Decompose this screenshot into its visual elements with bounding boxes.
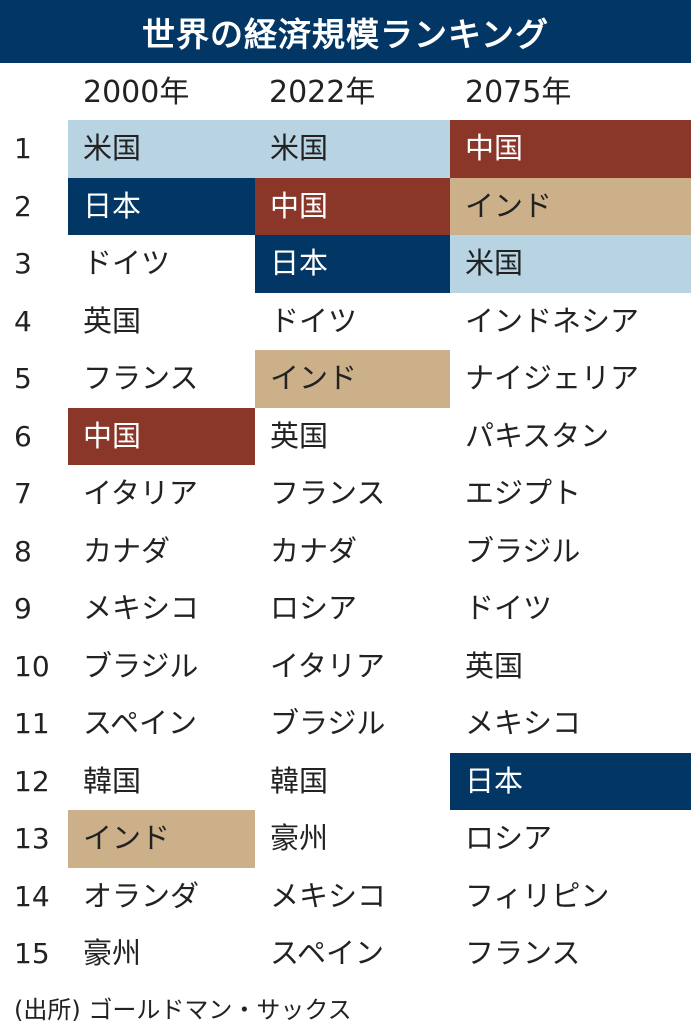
rank-number: 13 [14,822,50,855]
country-cell: カナダ [83,533,171,568]
country-cell: 日本 [450,752,691,810]
rank-number: 5 [14,362,32,395]
country-cell: フランス [270,476,386,510]
country-cell: フランス [465,936,581,970]
rank-number: 8 [14,534,32,568]
country-cell: 米国 [68,120,255,178]
country-cell: インドネシア [465,303,640,338]
country-cell: 韓国 [270,763,329,798]
country-cell: パキスタン [465,418,610,453]
table-row: 13 インド 豪州 ロシア [0,810,691,868]
table-row: 7 イタリア フランス エジプト [0,465,691,523]
country-cell: 中国 [255,177,450,235]
rank-number: 3 [14,247,32,280]
table-row: 12 韓国 韓国 日本 [0,752,691,810]
country-cell: メキシコ [270,878,387,913]
country-cell: 豪州 [83,936,142,970]
table-row: 15 豪州 スペイン フランス [0,925,691,983]
country-cell: ドイツ [270,303,358,338]
country-cell: 英国 [270,418,329,453]
table-row: 2 日本 中国 インド [0,177,691,235]
rank-number: 14 [14,879,50,913]
country-cell: エジプト [465,476,582,510]
country-cell: 豪州 [270,821,329,855]
table-row: 5 フランス インド ナイジェリア [0,350,691,408]
rank-number: 7 [14,477,32,510]
table-row: 10 ブラジル イタリア 英国 [0,638,691,696]
country-cell: インド [450,177,691,235]
table-row: 11 スペイン ブラジル メキシコ [0,695,691,753]
rank-number: 12 [14,764,50,798]
table-row: 14 オランダ メキシコ フィリピン [0,868,691,926]
rank-number: 4 [14,304,32,338]
table-row: 3 ドイツ 日本 米国 [0,235,691,293]
table-row: 8 カナダ カナダ ブラジル [0,523,691,581]
rank-number: 2 [14,189,32,223]
table-row: 6 中国 英国 パキスタン [0,407,691,465]
country-cell: 日本 [68,177,255,235]
country-cell: オランダ [83,878,200,913]
country-cell: メキシコ [83,591,200,625]
source-note: (出所) ゴールドマン・サックス [14,996,352,1024]
country-cell: ドイツ [83,246,171,280]
country-cell: ブラジル [465,533,581,568]
country-cell: インド [68,810,255,868]
column-header-2022: 2022年 [269,75,376,110]
country-cell: スペイン [83,706,197,740]
country-cell: フィリピン [465,878,610,913]
rank-number: 11 [14,707,50,740]
country-cell: メキシコ [465,706,582,740]
country-cell: イタリア [270,648,385,683]
country-cell: 英国 [83,303,142,338]
country-cell: ナイジェリア [465,361,640,395]
rank-number: 1 [14,132,32,165]
country-cell: ロシア [270,591,358,625]
country-cell: 韓国 [83,763,142,798]
column-header-2000: 2000年 [83,75,190,110]
country-cell: 米国 [255,120,450,178]
country-cell: 中国 [68,407,255,465]
table-row: 9 メキシコ ロシア ドイツ [0,580,691,638]
country-cell: 日本 [255,235,450,293]
country-cell: フランス [83,361,199,395]
chart-title: 世界の経済規模ランキング [0,0,691,63]
rank-number: 10 [14,649,50,683]
country-cell: カナダ [270,533,358,568]
country-cell: スペイン [270,936,384,970]
table-row: 1 米国 米国 中国 [0,120,691,178]
country-cell: 中国 [450,120,691,178]
country-cell: 米国 [450,235,691,293]
table-row: 4 英国 ドイツ インドネシア [0,293,691,351]
country-cell: ドイツ [465,591,553,625]
country-cell: 英国 [465,648,524,683]
country-cell: ロシア [465,821,553,855]
column-header-2075: 2075年 [465,75,572,110]
rank-number: 9 [14,592,32,625]
country-cell: ブラジル [83,648,199,683]
country-cell: インド [255,350,450,408]
country-cell: イタリア [83,476,198,510]
country-cell: ブラジル [270,706,386,740]
rank-number: 6 [14,419,32,453]
rank-number: 15 [14,937,50,970]
